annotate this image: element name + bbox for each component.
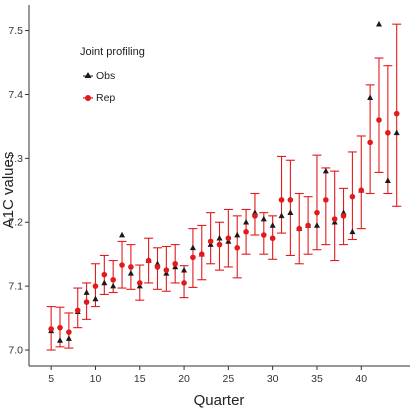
obs-point: [119, 231, 126, 238]
rep-point: [367, 139, 373, 146]
rep-point: [252, 213, 258, 219]
rep-point: [376, 117, 382, 123]
obs-point: [322, 167, 329, 174]
rep-point: [119, 262, 125, 268]
rep-point: [101, 271, 108, 278]
rep-point: [278, 197, 285, 203]
y-tick-label: 7.2: [8, 217, 23, 229]
rep-point: [269, 235, 276, 242]
x-tick-label: 25: [223, 373, 235, 385]
rep-point: [57, 324, 63, 331]
obs-point: [260, 215, 267, 222]
legend-obs-triangle-icon: [84, 72, 92, 78]
x-tick-label: 40: [355, 373, 367, 385]
rep-point: [305, 222, 311, 229]
rep-point: [154, 264, 161, 270]
obs-point: [393, 129, 400, 136]
rep-point: [110, 276, 116, 283]
rep-point: [136, 280, 143, 286]
obs-point: [375, 20, 382, 27]
rep-point: [234, 244, 241, 251]
axes: 5 10 15 20 25 30 35 40 7.0 7.1 7.2 7.3 7.4 7.5 Quart…: [0, 5, 410, 409]
rep-point: [287, 197, 294, 203]
obs-point: [92, 295, 99, 302]
obs-point: [287, 209, 294, 215]
obs-point: [384, 177, 391, 184]
legend-label-obs: Obs: [96, 70, 115, 82]
rep-point: [340, 213, 347, 219]
obs-point: [367, 94, 374, 100]
obs-point: [110, 282, 117, 289]
x-tick-label: 35: [311, 373, 323, 385]
legend-rep-circle-icon: [85, 95, 91, 101]
rep-point: [181, 280, 187, 286]
legend-item-obs: Obs: [83, 70, 115, 82]
obs-point: [189, 244, 196, 251]
rep-point: [190, 254, 196, 261]
rep-point: [358, 187, 365, 194]
rep-point: [216, 241, 223, 248]
obs-point: [243, 218, 250, 225]
x-axis-title: Quarter: [194, 392, 245, 409]
rep-point: [83, 299, 90, 305]
y-axis-title: A1C values: [0, 152, 17, 229]
obs-point: [313, 222, 320, 228]
obs-point: [278, 212, 285, 219]
rep-point: [207, 238, 214, 245]
obs-point: [101, 279, 108, 286]
y-tick-label: 7.5: [8, 25, 23, 37]
obs-point: [216, 234, 223, 241]
y-tick-label: 7.1: [8, 281, 23, 293]
obs-point: [83, 289, 90, 295]
rep-point: [385, 129, 391, 136]
rep-point: [314, 209, 320, 216]
rep-point: [66, 329, 72, 335]
y-tick-label: 7.0: [8, 345, 23, 357]
rep-point: [92, 283, 99, 289]
y-ticks: 7.0 7.1 7.2 7.3 7.4 7.5: [8, 25, 29, 357]
rep-point: [296, 225, 303, 232]
rep-point: [243, 229, 249, 235]
obs-point: [269, 222, 276, 228]
rep-point: [331, 216, 338, 222]
legend: Joint profiling Obs Rep: [80, 46, 145, 104]
rep-point: [74, 307, 81, 314]
rep-point: [145, 257, 152, 264]
obs-point: [127, 270, 134, 276]
x-ticks: 5 10 15 20 25 30 35 40: [48, 366, 367, 385]
rep-point: [172, 260, 178, 267]
x-tick-label: 10: [90, 373, 102, 385]
x-tick-label: 30: [267, 373, 279, 385]
obs-point: [181, 266, 188, 273]
obs-point: [57, 337, 64, 343]
rep-point: [48, 326, 54, 332]
rep-point: [225, 235, 232, 242]
rep-point: [349, 193, 356, 200]
legend-title: Joint profiling: [80, 46, 145, 58]
legend-item-rep: Rep: [83, 92, 115, 104]
x-tick-label: 5: [48, 373, 54, 385]
x-tick-label: 20: [178, 373, 190, 385]
rep-point: [323, 197, 329, 203]
obs-point: [349, 228, 356, 235]
rep-point: [163, 267, 170, 273]
obs-point: [65, 335, 72, 341]
y-tick-label: 7.4: [8, 89, 23, 101]
x-tick-label: 15: [134, 373, 146, 385]
y-tick-label: 7.3: [8, 153, 23, 165]
rep-point: [198, 251, 205, 257]
rep-point: [393, 110, 400, 117]
obs-point: [234, 231, 241, 238]
plot-area: [46, 20, 402, 351]
rep-point: [128, 264, 134, 270]
legend-label-rep: Rep: [96, 92, 115, 104]
rep-point: [261, 232, 267, 238]
